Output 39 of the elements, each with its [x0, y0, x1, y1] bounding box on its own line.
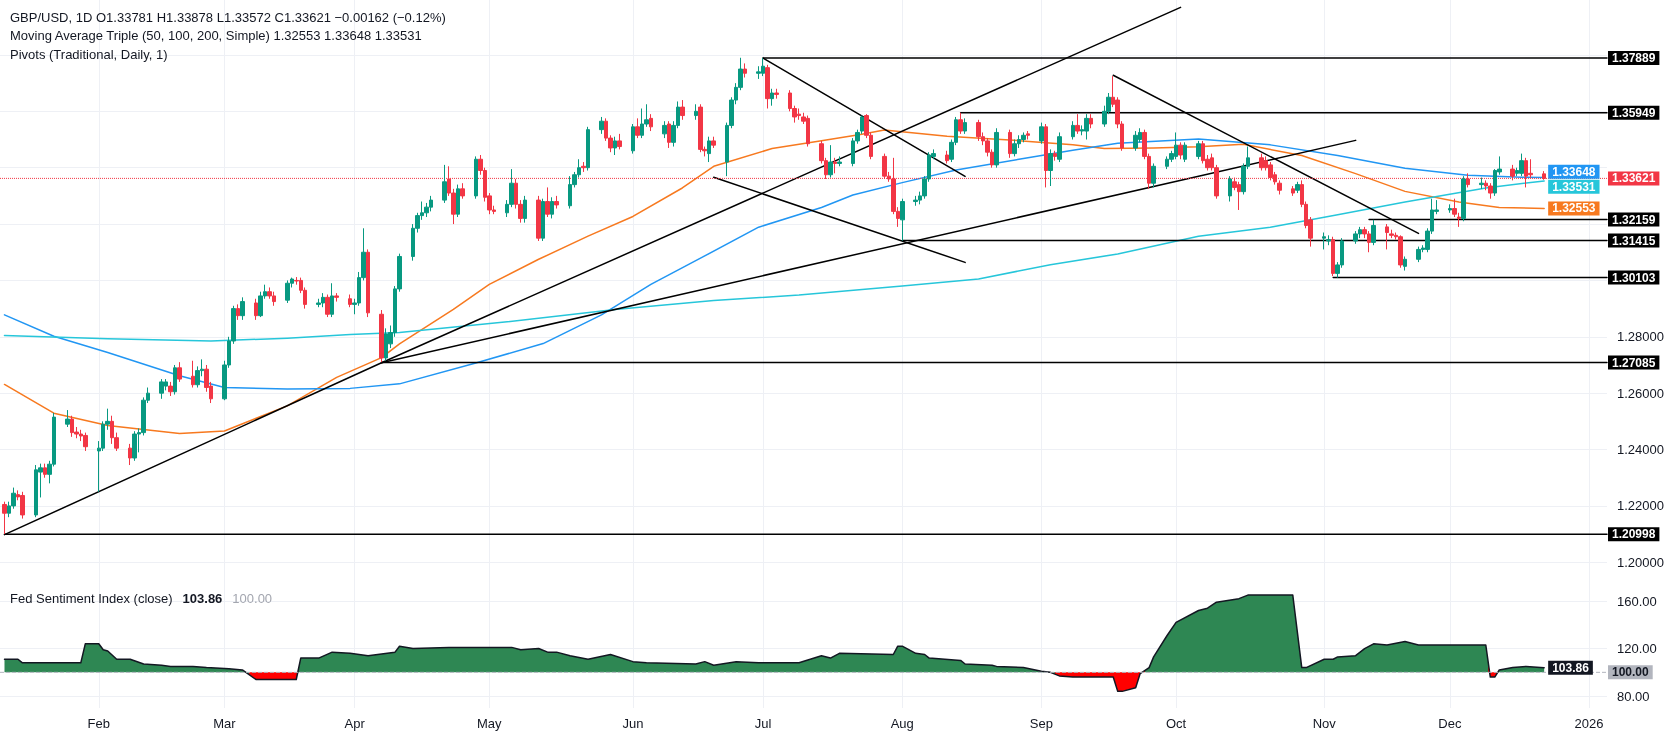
x-tick-label: May: [477, 716, 503, 731]
data-label: 1.37889: [1612, 51, 1656, 66]
y-tick-label: 1.20000: [1617, 554, 1664, 570]
x-tick-label: Sep: [1029, 716, 1053, 731]
y-tick-label: 80.00: [1617, 688, 1650, 704]
data-label: 1.32159: [1612, 212, 1656, 227]
ref-line-label: 1.33621: [1612, 171, 1656, 186]
annotation: 100.00: [232, 590, 273, 606]
x-tick-label: Mar: [213, 716, 237, 731]
data-label: 1.33648: [1552, 164, 1596, 179]
x-tick-label: Feb: [87, 716, 110, 731]
y-tick-label: 1.22000: [1617, 498, 1664, 514]
data-label: 1.27085: [1612, 355, 1656, 370]
data-label: 1.35949: [1612, 105, 1656, 120]
x-tick-label: Aug: [890, 716, 914, 731]
data-label: 1.30103: [1612, 270, 1656, 285]
annotation: 103.86: [182, 590, 223, 606]
y-tick-label: 1.26000: [1617, 385, 1664, 401]
data-label: 1.20998: [1612, 527, 1656, 542]
x-tick-label: Jul: [754, 716, 772, 731]
data-label: 1.31415: [1612, 233, 1656, 248]
ref-line-label: 100.00: [1612, 665, 1650, 680]
x-tick-label: 2026: [1574, 716, 1604, 731]
y-tick-label: 120.00: [1617, 641, 1657, 657]
x-tick-label: Oct: [1165, 716, 1187, 731]
x-tick-label: Jun: [622, 716, 644, 731]
data-label: 1.32553: [1552, 201, 1596, 216]
y-tick-label: 1.24000: [1617, 442, 1664, 458]
annotation: Pivots (Traditional, Daily, 1): [10, 46, 168, 62]
y-tick-label: 160.00: [1617, 593, 1657, 609]
y-tick-label: 1.28000: [1617, 329, 1664, 345]
text: Moving Average Triple (50, 100, 200, Simple) 1.32553 1.33648 1.33531: [10, 28, 422, 43]
text: GBP/USD, 1D O1.33781 H1.33878 L1.33572 C1.33621 −0.00162 (−0.12%): [10, 9, 446, 25]
x-tick-label: Apr: [344, 716, 366, 731]
x-tick-label: Nov: [1312, 716, 1337, 731]
text: Fed Sentiment Index (close): [10, 590, 173, 606]
x-tick-label: Dec: [1438, 716, 1462, 731]
data-label: 1.33531: [1552, 179, 1596, 194]
data-label: 103.86: [1552, 660, 1590, 675]
